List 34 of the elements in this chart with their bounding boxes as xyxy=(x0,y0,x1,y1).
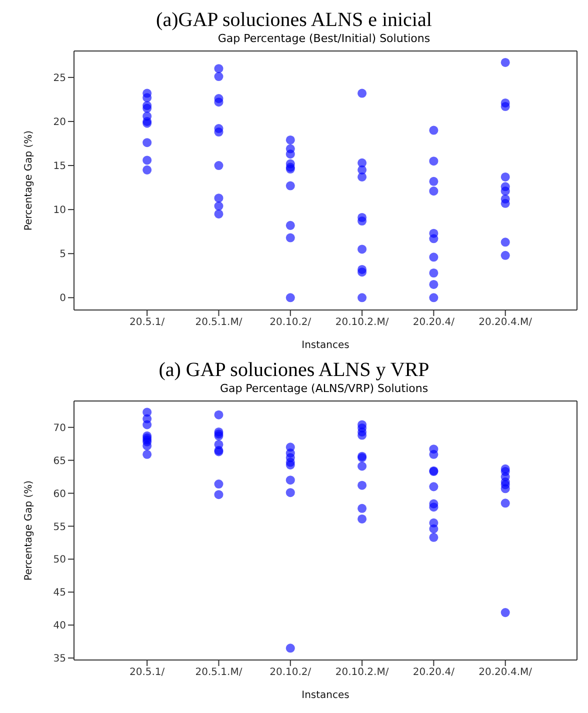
y-axis-title: Percentage Gap (%) xyxy=(24,130,35,231)
x-axis-title: Instances xyxy=(302,340,350,351)
y-tick-label: 35 xyxy=(53,654,66,665)
x-tick-label: 20.10.2.M/ xyxy=(335,667,390,678)
y-tick-label: 5 xyxy=(60,249,66,260)
y-tick-label: 60 xyxy=(53,488,66,500)
x-tick-label: 20.5.1.M/ xyxy=(195,317,243,328)
x-tick-label: 20.20.4.M/ xyxy=(478,667,533,678)
chart-title: (a) GAP soluciones ALNS y VRP xyxy=(158,358,430,382)
x-tick-label: 20.20.4/ xyxy=(412,317,456,328)
y-axis-title: Percentage Gap (%) xyxy=(24,480,35,581)
chart-subtitle: Gap Percentage (Best/Initial) Solutions xyxy=(216,32,432,46)
x-tick-label: 20.5.1/ xyxy=(129,667,166,678)
y-tick-label: 55 xyxy=(53,522,66,533)
x-tick-label: 20.5.1/ xyxy=(129,317,166,328)
y-tick-label: 70 xyxy=(53,422,66,434)
y-tick-label: 10 xyxy=(53,205,66,216)
y-tick-label: 15 xyxy=(53,161,66,172)
y-tick-label: 0 xyxy=(60,293,66,304)
y-tick-label: 50 xyxy=(53,554,66,566)
x-tick-label: 20.20.4/ xyxy=(412,667,456,678)
chart-title: (a)GAP soluciones ALNS e inicial xyxy=(155,8,433,32)
y-tick-label: 40 xyxy=(53,620,66,632)
chart-subtitle: Gap Percentage (ALNS/VRP) Solutions xyxy=(218,382,430,396)
x-tick-label: 20.10.2/ xyxy=(270,317,312,328)
x-tick-label: 20.10.2/ xyxy=(270,667,312,678)
y-tick-label: 45 xyxy=(53,588,66,599)
x-tick-label: 20.20.4.M/ xyxy=(478,317,533,328)
x-tick-label: 20.5.1.M/ xyxy=(195,667,243,678)
x-axis-title: Instances xyxy=(302,690,350,701)
y-tick-label: 25 xyxy=(53,72,66,84)
y-tick-label: 65 xyxy=(53,456,66,467)
x-tick-label: 20.10.2.M/ xyxy=(335,317,390,328)
y-tick-label: 20 xyxy=(53,117,66,128)
